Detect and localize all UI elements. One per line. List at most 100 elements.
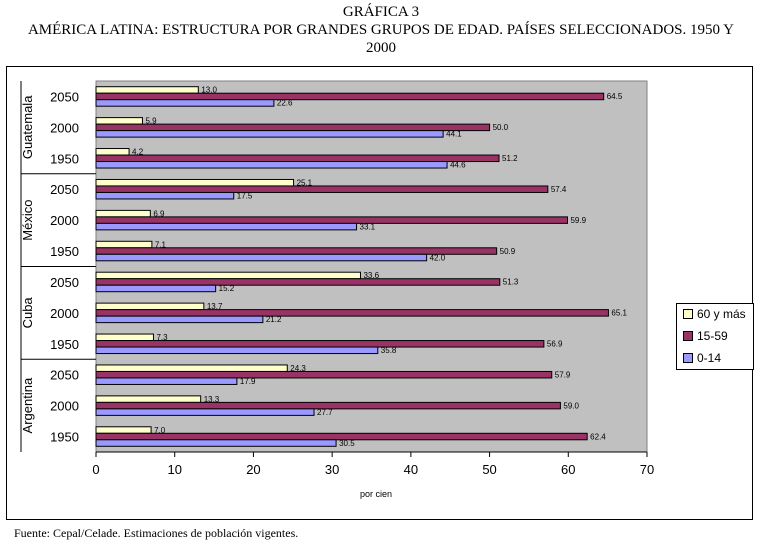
data-label: 51.2 xyxy=(502,154,518,163)
data-label: 65.1 xyxy=(611,309,627,318)
country-label: México xyxy=(20,200,35,241)
legend-item-0-14: 0-14 xyxy=(683,350,721,366)
data-label: 27.7 xyxy=(317,408,333,417)
data-label: 51.3 xyxy=(503,278,519,287)
bar xyxy=(95,439,337,447)
bar xyxy=(95,130,444,138)
legend-label-15-59: 15-59 xyxy=(697,329,728,343)
bar xyxy=(95,240,153,249)
bar xyxy=(95,401,561,410)
data-label: 50.9 xyxy=(500,247,516,256)
bar xyxy=(95,191,235,200)
data-label: 5.9 xyxy=(145,117,157,126)
data-label: 57.4 xyxy=(551,185,567,194)
data-label: 17.9 xyxy=(240,377,256,386)
data-label: 35.8 xyxy=(381,346,397,355)
data-label: 4.2 xyxy=(132,148,144,157)
bar xyxy=(95,377,238,385)
bar xyxy=(95,123,491,132)
bar xyxy=(95,178,295,187)
x-tick-label: 0 xyxy=(92,462,99,477)
x-tick-label: 10 xyxy=(167,462,181,477)
bar xyxy=(95,426,152,434)
data-label: 15.2 xyxy=(219,284,235,293)
chart-frame: 2050 13.0 64.5 22.6 2000 5.9 50.0 44.1 1950 4.2 51… xyxy=(6,66,754,520)
bar xyxy=(95,432,588,441)
legend-item-60-plus: 60 y más xyxy=(683,306,746,322)
data-label: 33.1 xyxy=(360,222,376,231)
bar xyxy=(95,92,605,101)
chart-number: GRÁFICA 3 xyxy=(342,4,420,20)
data-label: 21.2 xyxy=(266,315,282,324)
x-tick-label: 20 xyxy=(246,462,260,477)
data-label: 64.5 xyxy=(607,92,623,101)
bar xyxy=(95,117,143,125)
year-label: 2000 xyxy=(50,213,79,228)
chart-title: AMÉRICA LATINA: ESTRUCTURA POR GRANDES G… xyxy=(27,22,735,38)
legend-label-0-14: 0-14 xyxy=(697,351,722,365)
data-label: 24.3 xyxy=(290,364,306,373)
x-tick-label: 30 xyxy=(325,462,339,477)
country-label: Guatemala xyxy=(20,95,35,159)
year-label: 2050 xyxy=(50,89,79,104)
x-tick-label: 50 xyxy=(482,462,496,477)
bar xyxy=(95,253,428,262)
bar xyxy=(95,333,154,342)
year-label: 2000 xyxy=(50,120,79,135)
data-label: 7.0 xyxy=(154,426,166,435)
x-tick-label: 70 xyxy=(640,462,654,477)
data-label: 25.1 xyxy=(297,178,313,187)
data-label: 17.5 xyxy=(237,191,253,200)
bar xyxy=(95,185,549,193)
bar xyxy=(95,222,358,231)
data-label: 44.6 xyxy=(450,161,466,170)
year-label: 1950 xyxy=(50,244,79,259)
data-label: 59.0 xyxy=(563,401,579,410)
bar xyxy=(95,271,361,280)
bar xyxy=(95,370,553,379)
data-label: 13.0 xyxy=(201,86,217,95)
data-label: 62.4 xyxy=(590,432,606,441)
legend-swatch-60-plus xyxy=(683,308,693,319)
year-label: 2050 xyxy=(50,275,79,290)
year-label: 2000 xyxy=(50,306,79,321)
year-label: 1950 xyxy=(50,337,79,352)
data-label: 50.0 xyxy=(493,123,509,132)
data-label: 59.9 xyxy=(570,216,586,225)
year-label: 1950 xyxy=(50,151,79,166)
bar xyxy=(95,315,264,324)
legend-item-15-59: 15-59 xyxy=(683,328,728,344)
bar xyxy=(95,216,568,224)
bar xyxy=(95,302,205,311)
bar xyxy=(95,346,379,355)
plot-area xyxy=(95,80,648,453)
x-axis-title: por cien xyxy=(360,489,392,499)
data-label: 56.9 xyxy=(547,340,563,349)
bar xyxy=(95,309,609,317)
bar xyxy=(95,340,545,348)
bar xyxy=(95,154,500,163)
country-label: Argentina xyxy=(20,377,35,433)
bar xyxy=(95,364,288,372)
data-label: 7.3 xyxy=(156,333,168,342)
data-label: 13.3 xyxy=(204,395,220,404)
year-label: 1950 xyxy=(50,430,79,445)
bar xyxy=(95,278,501,286)
bar xyxy=(95,161,448,169)
legend-swatch-0-14 xyxy=(683,352,693,363)
year-label: 2000 xyxy=(50,399,79,414)
bar xyxy=(95,99,275,107)
data-label: 30.5 xyxy=(339,439,355,448)
data-label: 42.0 xyxy=(430,253,446,262)
bar xyxy=(95,148,130,156)
source-note: Fuente: Cepal/Celade. Estimaciones de po… xyxy=(14,526,299,540)
bar xyxy=(95,408,315,416)
data-label: 57.9 xyxy=(555,370,571,379)
bar xyxy=(95,395,202,403)
legend-label-60-plus: 60 y más xyxy=(697,307,746,321)
year-label: 2050 xyxy=(50,182,79,197)
bar xyxy=(95,209,151,218)
x-tick-label: 60 xyxy=(561,462,575,477)
data-label: 33.6 xyxy=(363,271,379,280)
